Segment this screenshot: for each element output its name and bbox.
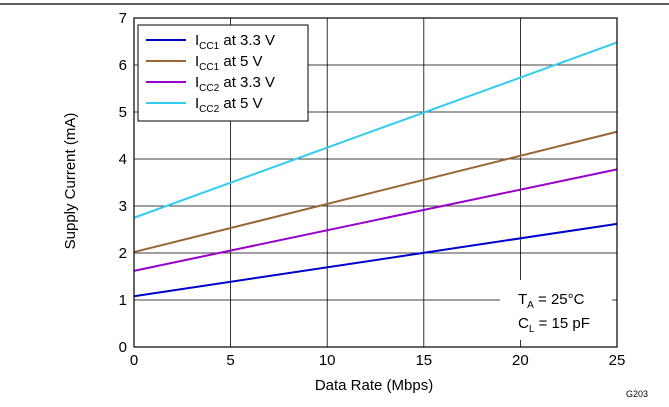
legend-label: ICC1 at 5 V (195, 53, 263, 73)
capacitance-value: = 15 pF (534, 315, 589, 332)
x-axis-label: Data Rate (Mbps) (315, 377, 433, 394)
y-tick-label: 5 (119, 104, 127, 121)
x-tick-label: 15 (415, 352, 432, 369)
y-tick-label: 2 (119, 245, 127, 262)
temperature-annotation: TA = 25°C (518, 291, 585, 311)
temperature-symbol: T (518, 291, 527, 308)
x-tick-label: 25 (609, 352, 626, 369)
y-tick-label: 4 (119, 151, 127, 168)
y-tick-label: 6 (119, 57, 127, 74)
y-tick-label: 3 (119, 198, 127, 215)
series-line-cc2-5v (133, 41, 618, 219)
series-line-cc1-3v3 (133, 222, 618, 298)
x-tick-label: 5 (226, 352, 234, 369)
y-tick-label: 1 (119, 292, 127, 309)
plot-frame (133, 17, 618, 348)
series-line-cc2-3v3 (133, 168, 618, 272)
capacitance-symbol: C (518, 315, 529, 332)
x-tick-label: 0 (130, 352, 138, 369)
temperature-value: = 25°C (534, 291, 585, 308)
conditions-box: TA = 25°C CL = 15 pF (500, 280, 612, 340)
y-tick-label: 7 (119, 10, 127, 27)
y-axis-label: Supply Current (mA) (62, 113, 79, 250)
load-capacitance-annotation: CL = 15 pF (518, 315, 590, 335)
x-tick-label: 10 (319, 352, 336, 369)
y-tick-label: 0 (119, 339, 127, 356)
figure-id: G203 (626, 389, 648, 399)
legend-label: ICC1 at 3.3 V (195, 32, 275, 52)
capacitance-subscript: L (529, 324, 535, 335)
legend-label: ICC2 at 5 V (195, 95, 263, 115)
series-lines (133, 41, 618, 298)
legend-label: ICC2 at 3.3 V (195, 74, 275, 94)
tick-labels: 0 5 10 15 20 25 0 1 2 3 4 5 6 7 (119, 10, 626, 369)
x-tick-label: 20 (512, 352, 529, 369)
conditions-box-bg (500, 280, 612, 340)
series-line-cc1-5v (133, 130, 618, 254)
temperature-subscript: A (527, 300, 534, 311)
